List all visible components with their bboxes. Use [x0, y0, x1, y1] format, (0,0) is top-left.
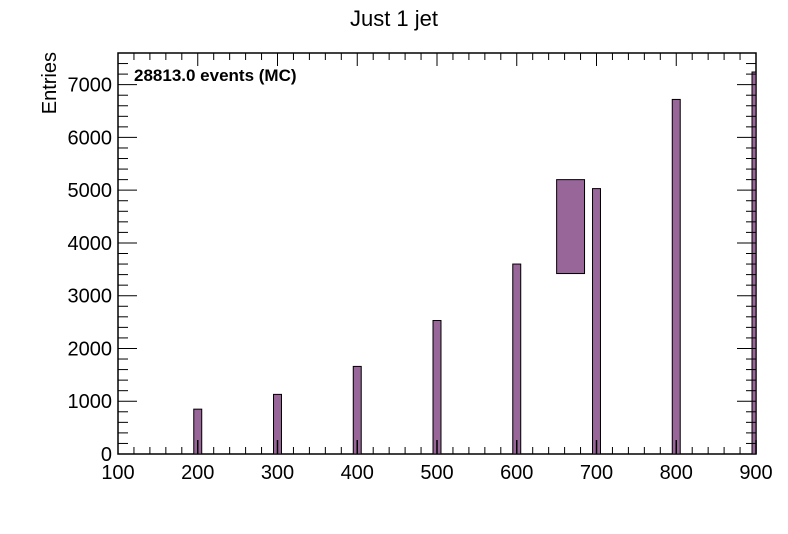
- x-tick-label-700: 700: [580, 462, 613, 484]
- y-tick-label-3000: 3000: [68, 286, 113, 308]
- x-tick-label-600: 600: [500, 462, 533, 484]
- y-axis-label: Entries: [39, 52, 61, 114]
- y-tick-label-6000: 6000: [68, 127, 113, 149]
- x-tick-label-500: 500: [420, 462, 453, 484]
- y-tick-label-7000: 7000: [68, 75, 113, 97]
- box-0: [556, 179, 586, 275]
- chart-title: Just 1 jet: [350, 6, 438, 31]
- x-tick-label-400: 400: [341, 462, 374, 484]
- y-tick-label-4000: 4000: [68, 233, 113, 255]
- x-tick-label-100: 100: [101, 462, 134, 484]
- bar-900: [751, 71, 757, 455]
- annotation-events: 28813.0 events (MC): [134, 66, 297, 85]
- bar-500: [432, 320, 442, 455]
- x-tick-label-800: 800: [660, 462, 693, 484]
- y-tick-label-0: 0: [101, 444, 112, 466]
- x-tick-label-200: 200: [181, 462, 214, 484]
- axis-tick-labels: 100 200 300 400 500 600 700 800 900 0 1000 2000 3000…: [68, 75, 773, 484]
- bar-800: [671, 98, 681, 455]
- y-tick-label-5000: 5000: [68, 180, 113, 202]
- y-tick-label-2000: 2000: [68, 338, 113, 360]
- data-marks: [193, 71, 757, 455]
- x-tick-label-900: 900: [739, 462, 772, 484]
- x-tick-label-300: 300: [261, 462, 294, 484]
- bar-600: [512, 263, 522, 455]
- y-tick-label-1000: 1000: [68, 391, 113, 413]
- axis-ticks: [117, 52, 757, 455]
- bar-700: [592, 188, 601, 455]
